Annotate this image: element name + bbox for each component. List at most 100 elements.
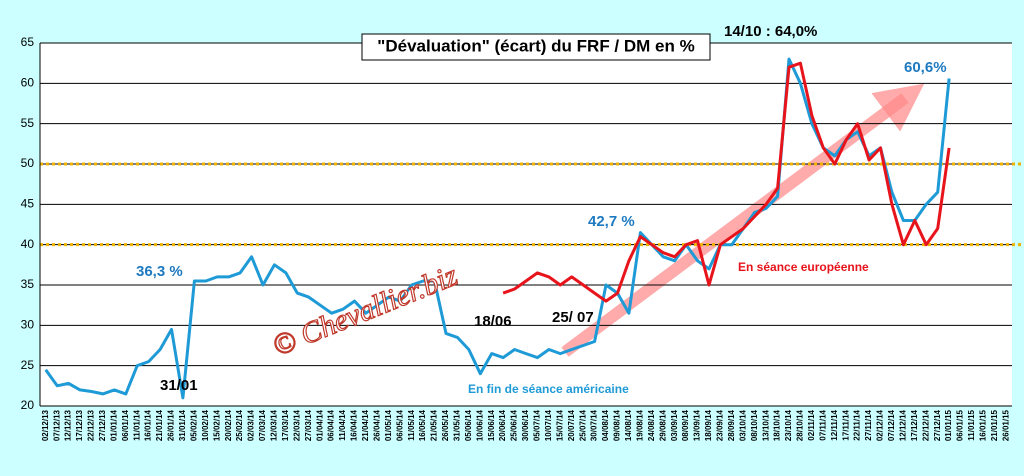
x-tick-label: 22/11/14 (853, 409, 862, 440)
x-tick-label: 05/07/14 (533, 409, 542, 441)
x-tick-label: 20/02/14 (224, 409, 233, 441)
x-tick-label: 10/06/14 (475, 409, 484, 441)
annotation: 25/ 07 (552, 309, 594, 326)
x-tick-label: 01/01/14 (109, 409, 118, 441)
x-tick-label: 11/01/14 (132, 409, 141, 440)
annotation: 14/10 : 64,0% (724, 23, 817, 40)
x-tick-label: 09/08/14 (613, 409, 622, 441)
x-tick-label: 20/07/14 (567, 409, 576, 441)
x-tick-label: 27/12/13 (98, 409, 107, 441)
x-tick-label: 10/02/14 (201, 409, 210, 441)
x-tick-label: 20/06/14 (498, 409, 507, 441)
x-tick-label: 24/08/14 (647, 409, 656, 441)
x-tick-label: 04/08/14 (601, 409, 610, 441)
x-tick-label: 30/07/14 (590, 409, 599, 441)
x-tick-label: 06/01/15 (956, 409, 965, 441)
x-tick-label: 22/12/13 (87, 409, 96, 441)
annotation: 42,7 % (588, 213, 635, 230)
y-tick-label: 35 (21, 277, 35, 291)
x-tick-label: 21/01/14 (155, 409, 164, 441)
x-tick-label: 30/06/14 (521, 409, 530, 441)
x-tick-label: 16/01/15 (979, 409, 988, 441)
annotation: 36,3 % (136, 263, 183, 280)
trend-arrow (561, 83, 925, 357)
x-tick-label: 08/10/14 (750, 409, 759, 441)
x-tick-label: 23/10/14 (784, 409, 793, 441)
x-tick-label: 02/12/13 (41, 409, 50, 441)
x-tick-label: 21/05/14 (430, 409, 439, 441)
x-tick-label: 07/03/14 (258, 409, 267, 441)
x-tick-label: 10/07/14 (544, 409, 553, 441)
x-tick-label: 11/01/15 (967, 409, 976, 440)
plot-area (40, 43, 1012, 406)
x-tick-label: 07/12/14 (887, 409, 896, 441)
x-tick-label: 21/04/14 (361, 409, 370, 441)
x-tick-label: 31/05/14 (452, 409, 461, 441)
x-tick-label: 06/04/14 (327, 409, 336, 441)
y-tick-label: 40 (21, 237, 35, 251)
x-tick-label: 16/05/14 (418, 409, 427, 441)
x-tick-label: 07/12/13 (52, 409, 61, 441)
x-tick-label: 27/03/14 (304, 409, 313, 441)
y-tick-label: 60 (21, 76, 35, 90)
x-tick-label: 12/11/14 (830, 409, 839, 440)
x-tick-label: 26/01/14 (167, 409, 176, 441)
title-box (361, 33, 711, 61)
x-tick-label: 06/05/14 (395, 409, 404, 441)
x-tick-label: 12/03/14 (270, 409, 279, 441)
x-tick-label: 17/12/13 (75, 409, 84, 441)
y-tick-label: 50 (21, 156, 35, 170)
x-tick-label: 26/01/15 (1001, 409, 1010, 441)
x-tick-label: 13/09/14 (693, 409, 702, 441)
x-tick-label: 22/12/14 (921, 409, 930, 441)
annotation: 18/06 (474, 313, 512, 330)
x-tick-label: 05/02/14 (189, 409, 198, 441)
x-tick-label: 02/12/14 (876, 409, 885, 441)
x-tick-label: 03/10/14 (738, 409, 747, 441)
x-tick-label: 27/12/14 (933, 409, 942, 441)
x-tick-label: 05/06/14 (464, 409, 473, 441)
x-tick-label: 11/04/14 (338, 409, 347, 440)
series-line (44, 57, 951, 400)
x-tick-label: 22/03/14 (292, 409, 301, 441)
y-tick-label: 30 (21, 318, 35, 332)
x-tick-label: 29/08/14 (658, 409, 667, 441)
x-tick-label: 08/09/14 (681, 409, 690, 441)
series-label: En séance européenne (738, 260, 869, 274)
x-tick-label: 01/05/14 (384, 409, 393, 441)
x-tick-label: 25/02/14 (235, 409, 244, 441)
x-tick-label: 26/04/14 (372, 409, 381, 441)
x-tick-label: 15/02/14 (212, 409, 221, 441)
x-tick-label: 07/11/14 (818, 409, 827, 440)
x-tick-label: 12/12/14 (898, 409, 907, 441)
x-tick-label: 26/05/14 (441, 409, 450, 441)
y-tick-label: 45 (21, 197, 35, 211)
x-tick-label: 17/11/14 (841, 409, 850, 440)
x-tick-label: 03/09/14 (670, 409, 679, 441)
x-tick-label: 01/04/14 (315, 409, 324, 441)
x-tick-label: 13/10/14 (761, 409, 770, 441)
annotation: 31/01 (160, 377, 198, 394)
y-tick-label: 55 (21, 116, 35, 130)
x-tick-label: 02/03/14 (247, 409, 256, 441)
x-tick-label: 16/04/14 (350, 409, 359, 441)
x-tick-label: 28/09/14 (727, 409, 736, 441)
x-tick-label: 06/01/14 (121, 409, 130, 441)
series-line (502, 61, 951, 303)
x-tick-label: 14/08/14 (624, 409, 633, 441)
annotation: 60,6% (904, 59, 947, 76)
x-tick-label: 15/06/14 (487, 409, 496, 441)
x-tick-label: 12/12/13 (64, 409, 73, 441)
x-tick-label: 02/11/14 (807, 409, 816, 440)
x-tick-label: 25/07/14 (578, 409, 587, 441)
x-tick-label: 28/10/14 (796, 409, 805, 441)
x-tick-label: 11/05/14 (407, 409, 416, 440)
x-tick-label: 17/12/14 (910, 409, 919, 441)
x-tick-label: 19/08/14 (635, 409, 644, 441)
y-tick-label: 20 (21, 398, 35, 412)
x-tick-label: 31/01/14 (178, 409, 187, 441)
x-tick-label: 18/09/14 (704, 409, 713, 441)
x-tick-label: 18/10/14 (773, 409, 782, 441)
